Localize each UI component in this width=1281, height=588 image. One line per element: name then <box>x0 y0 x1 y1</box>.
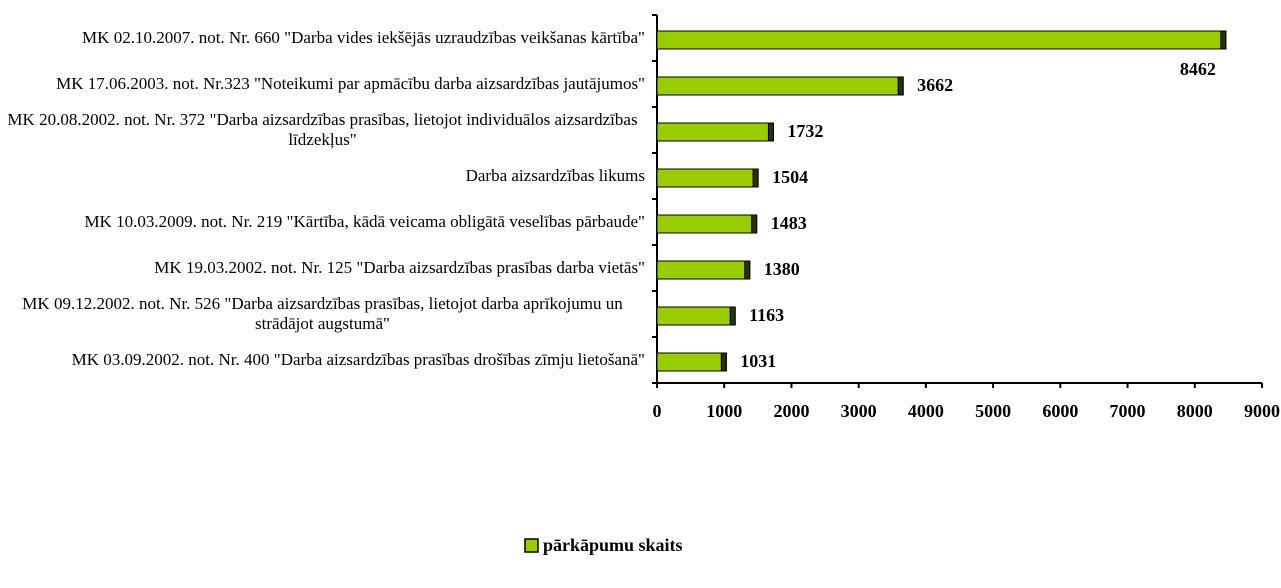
value-label: 1163 <box>749 305 784 325</box>
category-label: MK 19.03.2002. not. Nr. 125 "Darba aizsa… <box>0 238 645 298</box>
bar-end <box>1220 30 1227 50</box>
category-label: MK 10.03.2009. not. Nr. 219 "Kārtība, kā… <box>0 192 645 252</box>
bar-end <box>767 122 774 142</box>
bar <box>656 260 751 280</box>
bar <box>656 122 774 142</box>
bar-end <box>744 260 751 280</box>
bar-end <box>897 76 904 96</box>
bar <box>656 352 727 372</box>
x-tick-label: 2000 <box>773 401 809 421</box>
legend-label: pārkāpumu skaits <box>543 535 683 555</box>
category-text: MK 19.03.2002. not. Nr. 125 "Darba aizsa… <box>154 258 645 277</box>
bar <box>656 306 736 326</box>
category-text: MK 03.09.2002. not. Nr. 400 "Darba aizsa… <box>71 350 645 369</box>
bar-end <box>752 168 759 188</box>
x-tick-label: 1000 <box>706 401 742 421</box>
x-tick-label: 5000 <box>975 401 1011 421</box>
bar <box>656 168 759 188</box>
x-tick-label: 8000 <box>1177 401 1213 421</box>
value-label: 1031 <box>740 351 776 371</box>
category-label: Darba aizsardzības likums <box>0 146 645 206</box>
category-label: MK 20.08.2002. not. Nr. 372 "Darba aizsa… <box>0 100 645 160</box>
x-tick-label: 7000 <box>1110 401 1146 421</box>
bar <box>656 30 1227 50</box>
x-tick-label: 6000 <box>1042 401 1078 421</box>
bar-end <box>751 214 758 234</box>
category-label: MK 17.06.2003. not. Nr.323 "Noteikumi pa… <box>0 54 645 114</box>
value-label: 1504 <box>772 167 808 187</box>
x-tick-label: 0 <box>653 401 662 421</box>
value-label: 3662 <box>917 75 953 95</box>
bar-end <box>729 306 736 326</box>
value-label: 1483 <box>771 213 807 233</box>
x-tick-label: 9000 <box>1244 401 1280 421</box>
category-text: Darba aizsardzības likums <box>465 166 645 185</box>
category-label: MK 09.12.2002. not. Nr. 526 "Darba aizsa… <box>0 284 645 344</box>
category-text: MK 09.12.2002. not. Nr. 526 "Darba aizsa… <box>22 294 623 333</box>
value-label: 1732 <box>787 121 823 141</box>
value-label: 8462 <box>1180 59 1216 79</box>
category-text: MK 17.06.2003. not. Nr.323 "Noteikumi pa… <box>56 74 645 93</box>
legend-swatch <box>524 538 539 553</box>
bar <box>656 214 758 234</box>
x-tick-label: 3000 <box>841 401 877 421</box>
category-label: MK 02.10.2007. not. Nr. 660 "Darba vides… <box>0 8 645 68</box>
value-label: 1380 <box>764 259 800 279</box>
bar-end <box>720 352 727 372</box>
category-text: MK 10.03.2009. not. Nr. 219 "Kārtība, kā… <box>84 212 645 231</box>
category-text: MK 20.08.2002. not. Nr. 372 "Darba aizsa… <box>7 110 638 149</box>
bar <box>656 76 904 96</box>
x-tick-label: 4000 <box>908 401 944 421</box>
category-label: MK 03.09.2002. not. Nr. 400 "Darba aizsa… <box>0 330 645 390</box>
category-text: MK 02.10.2007. not. Nr. 660 "Darba vides… <box>82 28 645 47</box>
